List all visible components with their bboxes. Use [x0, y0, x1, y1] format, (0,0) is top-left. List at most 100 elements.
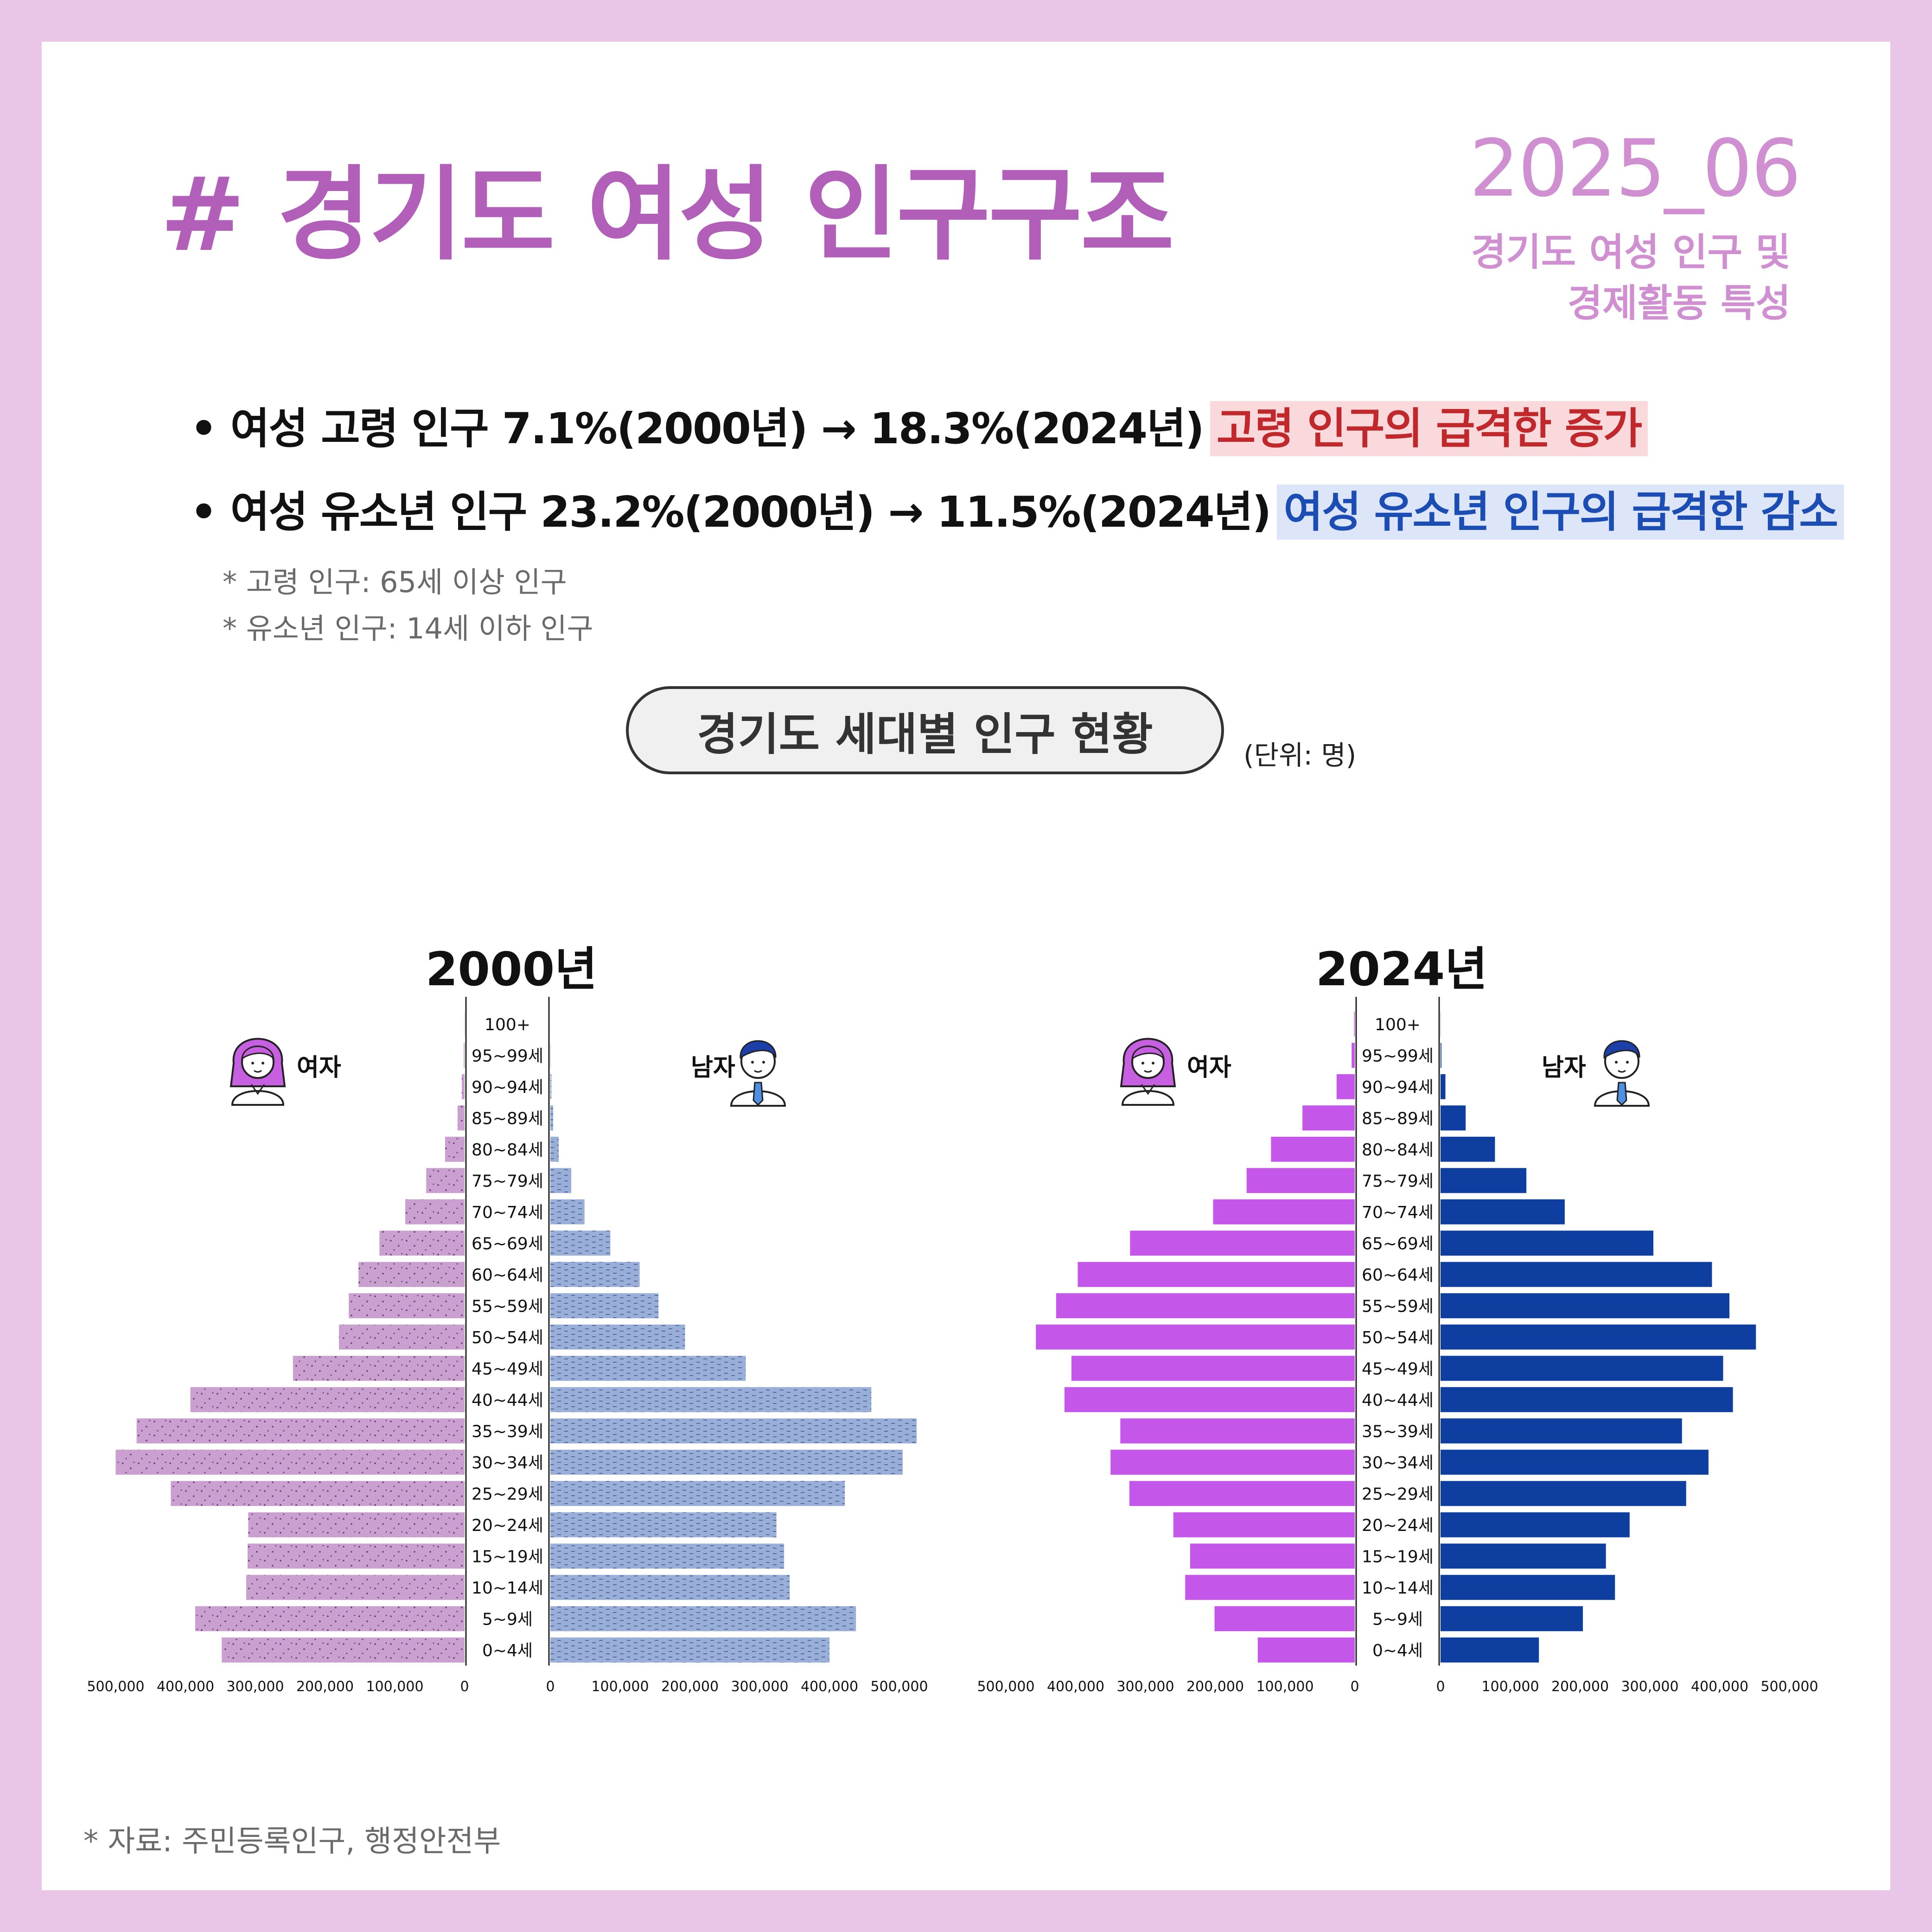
female-bar	[461, 1074, 465, 1099]
female-bar	[339, 1324, 465, 1350]
female-axis-ticks: 500,000 400,000 300,000 200,000 100,000 0	[977, 1679, 1359, 1695]
male-axis-ticks: 500,000 400,000 300,000 200,000 100,000 0	[546, 1679, 928, 1695]
subtitle-line-2: 경제활동 특성	[1567, 281, 1791, 325]
female-bar	[1213, 1199, 1355, 1224]
age-label: 100+	[485, 1015, 530, 1034]
female-bar	[1302, 1105, 1355, 1131]
female-bar	[246, 1575, 465, 1600]
male-bar	[550, 1231, 611, 1256]
subtitle-line-1: 경기도 여성 인구 및	[1471, 230, 1791, 274]
female-bar	[190, 1387, 465, 1412]
male-bar	[550, 1199, 585, 1224]
unit-label: (단위: 명)	[1243, 740, 1357, 771]
population-pyramids: 2000년 여자 남자 100+ 95~99세 90~94세 85~89세 80~84세…	[87, 942, 1818, 1695]
female-bar	[1257, 1637, 1355, 1663]
age-label: 65~69세	[1362, 1234, 1434, 1253]
age-label: 10~14세	[472, 1579, 543, 1598]
tick-label: 100,000	[366, 1679, 423, 1695]
bullet-highlight: 고령 인구의 급격한 증가	[1210, 401, 1648, 456]
male-bar	[1441, 1199, 1565, 1224]
age-label: 50~54세	[472, 1328, 543, 1347]
male-bar	[550, 1293, 659, 1319]
female-bar	[1130, 1231, 1355, 1256]
bullet-dot-icon: •	[190, 487, 217, 537]
female-bar	[195, 1606, 465, 1632]
male-bar	[1441, 1074, 1446, 1099]
bullet-elderly: • 여성 고령 인구 7.1%(2000년) → 18.3%(2024년) 고령 인…	[190, 394, 1648, 456]
age-label: 60~64세	[1362, 1266, 1434, 1285]
male-bar	[1441, 1293, 1730, 1319]
female-bar	[464, 1043, 465, 1068]
age-label: 30~34세	[472, 1454, 543, 1473]
axis-lines	[1355, 997, 1440, 1666]
male-bar	[550, 1324, 685, 1350]
female-bar	[1110, 1449, 1355, 1475]
female-bar	[293, 1356, 465, 1381]
female-bar	[171, 1481, 465, 1506]
age-label: 5~9세	[482, 1610, 533, 1629]
tick-label: 200,000	[661, 1679, 719, 1695]
note-youth-definition: * 유소년 인구: 14세 이하 인구	[223, 612, 593, 645]
female-bar	[1129, 1481, 1355, 1506]
tick-label: 300,000	[226, 1679, 284, 1695]
male-bar	[550, 1074, 552, 1099]
tick-label: 200,000	[1551, 1679, 1609, 1695]
female-bars	[1036, 1011, 1355, 1663]
female-bar	[1352, 1043, 1355, 1068]
card: # 경기도 여성 인구구조 2025_06 경기도 여성 인구 및 경제활동 특…	[42, 42, 1890, 1890]
age-label: 65~69세	[472, 1234, 543, 1253]
male-bar	[1441, 1387, 1733, 1412]
age-label: 75~79세	[1362, 1172, 1434, 1191]
male-bar	[550, 1262, 640, 1287]
female-icon	[1120, 1038, 1176, 1106]
age-label: 35~39세	[1362, 1422, 1434, 1441]
female-bar	[248, 1512, 465, 1537]
bullet-dot-icon: •	[190, 404, 217, 453]
tick-label: 0	[546, 1679, 555, 1695]
tick-label: 500,000	[1760, 1679, 1818, 1695]
male-bar	[550, 1418, 917, 1444]
female-bar	[1120, 1418, 1355, 1444]
tick-label: 0	[1436, 1679, 1445, 1695]
female-bar	[222, 1637, 465, 1663]
female-bar	[115, 1449, 465, 1475]
age-label: 90~94세	[1362, 1078, 1434, 1097]
tick-label: 500,000	[87, 1679, 144, 1695]
tick-label: 500,000	[870, 1679, 928, 1695]
male-bar	[1441, 1575, 1615, 1600]
female-bar	[1271, 1136, 1355, 1162]
male-bar	[550, 1168, 572, 1193]
female-bar	[1185, 1575, 1355, 1600]
female-bar	[349, 1293, 465, 1319]
tick-label: 400,000	[1691, 1679, 1748, 1695]
age-label: 30~34세	[1362, 1454, 1434, 1473]
age-label: 5~9세	[1372, 1610, 1423, 1629]
male-bar	[1441, 1418, 1682, 1444]
male-bar	[550, 1356, 746, 1381]
tick-label: 300,000	[731, 1679, 788, 1695]
bullet-highlight: 여성 유소년 인구의 급격한 감소	[1277, 485, 1844, 540]
age-label: 35~39세	[472, 1422, 543, 1441]
male-icon	[730, 1040, 786, 1107]
male-bar	[550, 1105, 554, 1131]
male-bars	[550, 1011, 917, 1663]
tick-label: 400,000	[157, 1679, 214, 1695]
age-label: 70~74세	[472, 1203, 543, 1222]
subtitle: 경기도 여성 인구 및 경제활동 특성	[1471, 227, 1791, 329]
age-label: 75~79세	[472, 1172, 543, 1191]
age-label: 70~74세	[1362, 1203, 1434, 1222]
male-bar	[1441, 1262, 1712, 1287]
female-bar	[1064, 1387, 1355, 1412]
source-note: * 자료: 주민등록인구, 행정안전부	[83, 1824, 501, 1859]
male-bar	[1441, 1105, 1466, 1131]
age-labels: 100+ 95~99세 90~94세 85~89세 80~84세 75~79세 70~74세…	[472, 1015, 543, 1660]
axis-lines	[465, 997, 550, 1666]
male-bar	[550, 1449, 903, 1475]
age-label: 25~29세	[1362, 1485, 1434, 1504]
female-axis-ticks: 500,000 400,000 300,000 200,000 100,000 0	[87, 1679, 469, 1695]
male-bar	[1441, 1481, 1686, 1506]
issue-date: 2025_06	[1469, 123, 1801, 215]
male-bar	[550, 1512, 777, 1537]
female-bar	[1354, 1011, 1355, 1037]
male-bar	[1441, 1136, 1495, 1162]
